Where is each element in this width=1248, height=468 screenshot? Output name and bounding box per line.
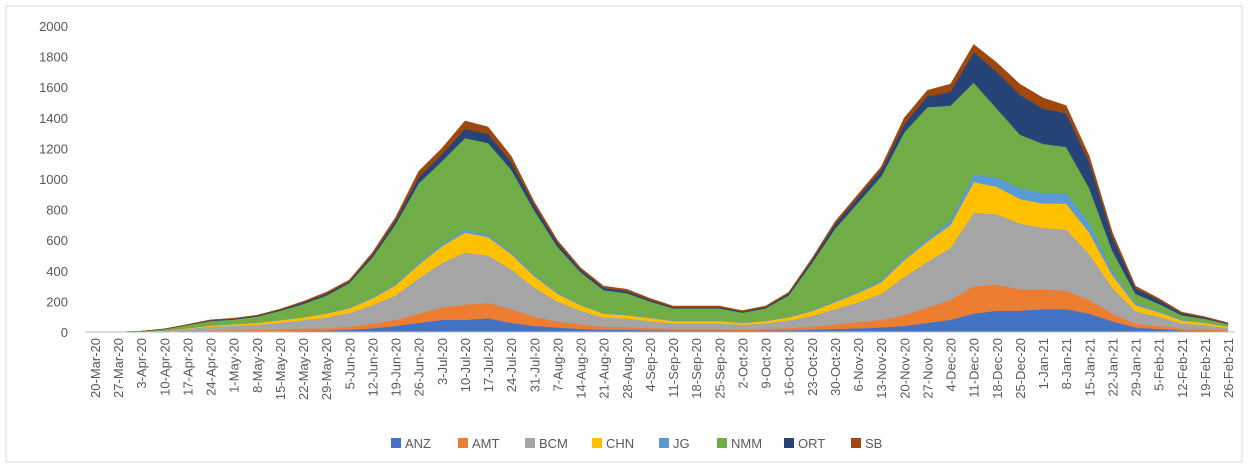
x-tick-label: 29-May-20 bbox=[319, 338, 334, 400]
x-tick-label: 2-Oct-20 bbox=[735, 338, 750, 389]
legend-label: AMT bbox=[472, 436, 500, 451]
x-tick-label: 1-Jan-21 bbox=[1036, 338, 1051, 389]
x-tick-label: 28-Aug-20 bbox=[620, 338, 635, 399]
area bbox=[95, 44, 1229, 333]
x-tick-label: 4-Sep-20 bbox=[643, 338, 658, 391]
legend-swatch bbox=[851, 438, 861, 448]
legend-swatch bbox=[391, 438, 401, 448]
x-tick-label: 25-Sep-20 bbox=[712, 338, 727, 399]
x-tick-label: 31-Jul-20 bbox=[527, 338, 542, 392]
legend-swatch bbox=[592, 438, 602, 448]
x-tick-label: 3-Apr-20 bbox=[134, 338, 149, 389]
x-tick-label: 25-Dec-20 bbox=[1013, 338, 1028, 399]
y-tick-label: 1200 bbox=[39, 141, 68, 156]
legend-swatch bbox=[717, 438, 727, 448]
x-tick-label: 10-Jul-20 bbox=[458, 338, 473, 392]
legend-label: JG bbox=[673, 436, 690, 451]
x-tick-label: 30-Oct-20 bbox=[828, 338, 843, 396]
x-tick-label: 6-Nov-20 bbox=[851, 338, 866, 391]
legend-swatch bbox=[525, 438, 535, 448]
legend-label: NMM bbox=[731, 436, 762, 451]
x-tick-label: 5-Feb-21 bbox=[1152, 338, 1167, 391]
x-tick-label: 26-Feb-21 bbox=[1221, 338, 1236, 398]
x-tick-label: 13-Nov-20 bbox=[874, 338, 889, 399]
y-tick-label: 1000 bbox=[39, 172, 68, 187]
x-tick-label: 11-Dec-20 bbox=[967, 338, 982, 398]
y-tick-label: 1800 bbox=[39, 50, 68, 65]
legend-label: ANZ bbox=[405, 436, 431, 451]
x-tick-label: 17-Apr-20 bbox=[180, 338, 195, 396]
legend-label: CHN bbox=[606, 436, 634, 451]
x-tick-label: 14-Aug-20 bbox=[574, 338, 589, 399]
legend-swatch bbox=[784, 438, 794, 448]
x-tick-label: 29-Jan-21 bbox=[1129, 338, 1144, 397]
x-tick-label: 12-Feb-21 bbox=[1175, 338, 1190, 398]
x-tick-label: 26-Jun-20 bbox=[412, 338, 427, 397]
legend-swatch bbox=[458, 438, 468, 448]
y-tick-label: 1400 bbox=[39, 111, 68, 126]
y-tick-label: 0 bbox=[61, 325, 68, 340]
x-tick-label: 9-Oct-20 bbox=[759, 338, 774, 389]
x-tick-label: 27-Mar-20 bbox=[111, 338, 126, 398]
x-tick-label: 18-Sep-20 bbox=[689, 338, 704, 399]
x-tick-label: 3-Jul-20 bbox=[435, 338, 450, 385]
x-tick-label: 12-Jun-20 bbox=[365, 338, 380, 397]
x-tick-label: 22-Jan-21 bbox=[1105, 338, 1120, 397]
x-tick-label: 23-Oct-20 bbox=[805, 338, 820, 396]
x-tick-label: 19-Jun-20 bbox=[389, 338, 404, 397]
x-tick-label: 10-Apr-20 bbox=[157, 338, 172, 396]
legend-swatch bbox=[659, 438, 669, 448]
legend-label: BCM bbox=[539, 436, 568, 451]
x-tick-label: 19-Feb-21 bbox=[1198, 338, 1213, 398]
x-tick-label: 11-Sep-20 bbox=[666, 338, 681, 398]
y-tick-label: 400 bbox=[46, 264, 68, 279]
y-tick-label: 800 bbox=[46, 203, 68, 218]
x-tick-label: 20-Nov-20 bbox=[897, 338, 912, 399]
x-tick-label: 4-Dec-20 bbox=[944, 338, 959, 391]
x-tick-label: 1-May-20 bbox=[227, 338, 242, 393]
x-tick-label: 5-Jun-20 bbox=[342, 338, 357, 389]
x-tick-label: 8-Jan-21 bbox=[1059, 338, 1074, 389]
x-tick-label: 8-May-20 bbox=[250, 338, 265, 393]
y-tick-label: 600 bbox=[46, 233, 68, 248]
y-tick-label: 200 bbox=[46, 294, 68, 309]
y-tick-label: 1600 bbox=[39, 80, 68, 95]
x-tick-label: 7-Aug-20 bbox=[550, 338, 565, 391]
legend-label: SB bbox=[865, 436, 882, 451]
legend-label: ORT bbox=[798, 436, 825, 451]
x-tick-label: 17-Jul-20 bbox=[481, 338, 496, 392]
x-tick-label: 15-May-20 bbox=[273, 338, 288, 400]
x-tick-label: 27-Nov-20 bbox=[920, 338, 935, 399]
x-tick-label: 16-Oct-20 bbox=[782, 338, 797, 396]
y-tick-label: 2000 bbox=[39, 19, 68, 34]
x-tick-label: 21-Aug-20 bbox=[597, 338, 612, 399]
x-tick-label: 22-May-20 bbox=[296, 338, 311, 400]
x-tick-label: 15-Jan-21 bbox=[1082, 338, 1097, 397]
x-tick-label: 24-Jul-20 bbox=[504, 338, 519, 392]
x-tick-label: 18-Dec-20 bbox=[990, 338, 1005, 399]
x-tick-label: 20-Mar-20 bbox=[88, 338, 103, 398]
x-tick-label: 24-Apr-20 bbox=[204, 338, 219, 396]
